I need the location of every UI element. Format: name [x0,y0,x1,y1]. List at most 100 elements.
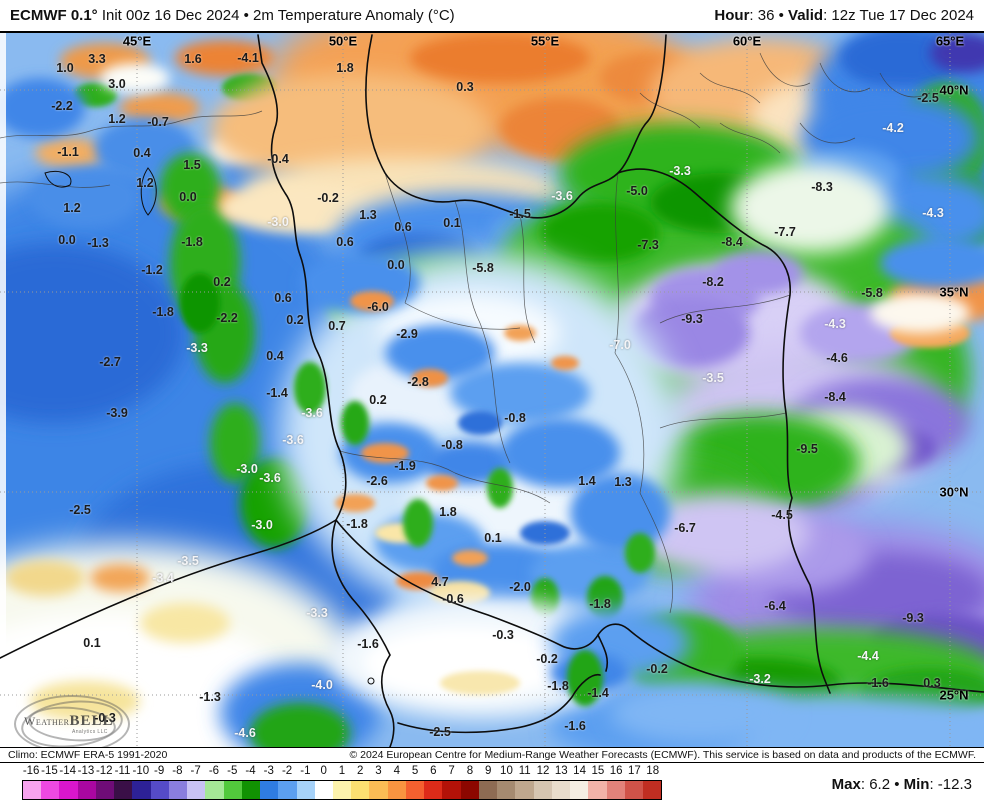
map-value-label: -1.1 [57,144,79,159]
map-value-label: 0.0 [179,189,197,204]
colorbar-cell [41,781,60,799]
iran-nw-border [257,34,301,256]
attribution-bar: Climo: ECMWF ERA-5 1991-2020 © 2024 Euro… [0,747,984,763]
map-value-label: -4.6 [826,350,848,365]
map-value-label: -2.8 [407,374,429,389]
colorbar-cell [241,781,261,799]
colorbar-tick-label: 14 [573,765,586,777]
map-value-label: -1.3 [199,689,221,704]
map-value-label: -0.2 [317,190,339,205]
map-value-label: 0.0 [58,232,76,247]
map-value-label: -3.6 [282,432,304,447]
colorbar-tick-label: -1 [300,765,311,777]
min-value: : -12.3 [929,776,972,793]
max-min-stats: Max: 6.2 • Min: -12.3 [832,776,972,793]
map-value-label: -7.7 [774,224,796,239]
colorbar-cell [314,781,333,799]
colorbar-tick-label: -15 [41,765,58,777]
map-value-label: -4.2 [882,120,904,135]
colorbar-cell [168,781,188,799]
map-value-label: -3.5 [702,370,724,385]
map-value-label: -5.8 [472,260,494,275]
map-value-label: 1.2 [108,111,126,126]
map-value-label: 0.4 [133,145,151,160]
map-value-label: -8.3 [811,179,833,194]
colorbar-tick-label: 5 [411,765,419,777]
colorbar-tick-label: 9 [484,765,492,777]
map-value-label: -2.5 [917,90,939,105]
map-value-label: -8.4 [824,389,846,404]
map-value-label: -4.3 [922,205,944,220]
graticule-label: 55°E [530,33,560,49]
colorbar-tick-label: -8 [172,765,183,777]
colorbar-cell [533,781,552,799]
map-value-label: -4.3 [824,316,846,331]
map-value-label: 1.2 [63,200,81,215]
map-value-label: -3.5 [177,553,199,568]
map-value-label: -3.4 [152,570,174,585]
map-value-label: 0.1 [443,215,461,230]
musandam-peninsula [597,634,609,672]
map-value-label: -1.5 [509,206,531,221]
colorbar-tick-label: -9 [153,765,165,777]
map-value-label: -7.0 [609,337,631,352]
colorbar-cell [77,781,96,799]
colorbar-tick-label: 18 [646,765,660,777]
graticule-label: 30°N [939,484,969,500]
anomaly-field-svg [0,33,984,747]
map-value-label: -3.6 [551,188,573,203]
colorbar-cells [22,780,662,800]
colorbar-cell [95,781,115,799]
colorbar-cell [187,781,206,799]
map-value-label: 1.6 [184,51,202,66]
graticule-label: 45°E [122,33,152,49]
map-value-label: -6.0 [367,299,389,314]
map-value-label: 0.3 [923,675,941,690]
colorbar-cell [351,781,370,799]
map-value-label: -3.3 [306,605,328,620]
map-value-label: -0.8 [441,437,463,452]
hour-label: Hour [714,7,750,24]
map-value-label: 0.6 [274,290,292,305]
map-value-label: -1.4 [266,385,288,400]
map-value-label: 1.3 [614,474,632,489]
map-value-label: 1.8 [336,60,354,75]
lake-van [44,170,72,188]
map-value-label: 0.6 [394,219,412,234]
colorbar-cell [515,781,534,799]
lakes [44,167,375,685]
map-value-label: -0.2 [536,651,558,666]
map-value-label: -1.8 [181,234,203,249]
map-value-label: -1.8 [346,516,368,531]
colorbar-tick-label: -2 [281,765,293,777]
graticule-label: 65°E [935,33,965,49]
colorbar-cell [296,781,315,799]
map-value-label: -3.2 [749,671,771,686]
colorbar-cell [551,781,571,799]
colorbar-cell [570,781,589,799]
anomaly-map-canvas: 45°E 50°E 55°E 60°E 65°E 40°N 35°N 30°N 25°N 1.0… [0,33,984,747]
map-value-label: -0.3 [492,627,514,642]
colorbar-tick-label: 2 [357,765,364,777]
colorbar-cell [23,781,42,799]
lake-urmia [140,167,157,216]
graticule-label: 25°N [939,687,969,703]
logo-wordmark: WeatherBELL [24,713,114,730]
map-value-label: -2.2 [216,310,238,325]
map-value-label: 0.3 [456,79,474,94]
country-borders [0,34,984,747]
gulf-north-coastline [335,519,984,693]
map-value-label: 0.2 [213,274,231,289]
colorbar-tick-label: -4 [245,765,256,777]
map-value-label: -3.3 [669,163,691,178]
colorbar-cell [369,781,388,799]
colorbar-tick-label: 15 [591,765,605,777]
map-value-label: -3.6 [301,405,323,420]
logo-weather-text: Weather [24,714,70,728]
logo-subtext: Analytics LLC [72,729,108,735]
map-value-label: -1.6 [867,675,889,690]
map-value-label: 0.1 [484,530,502,545]
climo-note: Climo: ECMWF ERA-5 1991-2020 [8,749,168,761]
map-value-label: -8.2 [702,274,724,289]
map-value-label: -2.6 [366,473,388,488]
